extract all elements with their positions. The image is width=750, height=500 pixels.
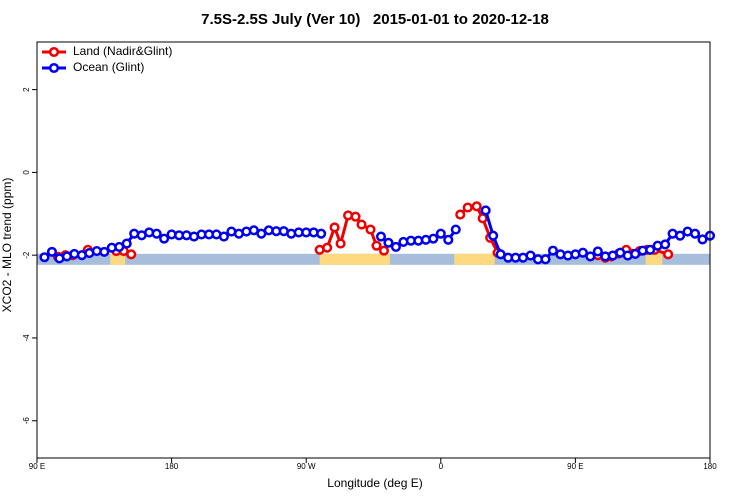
y-tick-label: -2 xyxy=(22,251,31,259)
x-tick-label: 90 E xyxy=(567,462,583,471)
plot-frame xyxy=(36,41,711,459)
data-point xyxy=(375,231,387,242)
x-axis-label: Longitude (deg E) xyxy=(327,476,422,490)
x-tick-label: 180 xyxy=(703,462,717,471)
data-point xyxy=(335,238,346,249)
surface-segment xyxy=(110,253,126,265)
legend-marker xyxy=(48,62,60,74)
data-point xyxy=(159,233,170,244)
data-point xyxy=(471,201,482,212)
y-tick-label: 0 xyxy=(22,170,31,175)
data-point xyxy=(585,251,596,262)
data-point xyxy=(356,219,367,230)
x-tick-label: 0 xyxy=(439,462,444,471)
data-point xyxy=(435,228,446,239)
data-point xyxy=(378,245,390,256)
legend-label: Ocean (Glint) xyxy=(73,60,144,74)
data-point xyxy=(428,233,439,244)
data-point xyxy=(371,240,382,251)
data-point xyxy=(462,202,473,213)
y-tick-label: -6 xyxy=(22,417,31,425)
data-point xyxy=(99,246,110,257)
data-point xyxy=(577,247,588,258)
data-point xyxy=(365,224,376,235)
data-point xyxy=(660,239,671,250)
data-point xyxy=(547,245,559,256)
data-point xyxy=(316,228,327,239)
data-point xyxy=(383,237,394,248)
y-axis-label: XCO2 - MLO trend (ppm) xyxy=(0,178,14,313)
chart-title: 7.5S-2.5S July (Ver 10) 2015-01-01 to 20… xyxy=(201,11,549,28)
data-point xyxy=(322,242,333,253)
data-point xyxy=(39,252,50,263)
x-tick-label: 180 xyxy=(165,462,179,471)
data-point xyxy=(540,254,551,265)
data-point xyxy=(675,230,686,241)
data-point xyxy=(477,213,488,224)
data-point xyxy=(151,228,162,239)
data-point xyxy=(329,222,340,233)
data-point xyxy=(46,246,58,257)
data-point xyxy=(480,205,491,216)
data-point xyxy=(390,241,401,252)
data-point xyxy=(645,244,656,255)
y-tick-label: -4 xyxy=(22,334,31,342)
data-point xyxy=(218,231,229,242)
legend-label: Land (Nadir&Glint) xyxy=(73,44,172,58)
data-point xyxy=(450,224,461,235)
data-point xyxy=(488,230,499,241)
x-tick-label: 90 E xyxy=(29,462,45,471)
data-point xyxy=(663,249,674,260)
data-point xyxy=(443,234,454,245)
y-tick-label: 2 xyxy=(22,87,31,92)
data-point xyxy=(121,238,132,249)
surface-segment xyxy=(454,253,495,265)
data-point xyxy=(455,209,466,220)
legend-marker xyxy=(48,46,60,58)
data-point xyxy=(697,234,708,245)
data-point xyxy=(689,228,701,239)
surface-segment xyxy=(645,253,663,265)
data-point xyxy=(592,246,603,257)
surface-segment xyxy=(319,253,390,265)
data-point xyxy=(525,250,536,261)
data-point xyxy=(350,211,361,222)
x-tick-label: 90 W xyxy=(297,462,316,471)
data-point xyxy=(126,249,137,260)
